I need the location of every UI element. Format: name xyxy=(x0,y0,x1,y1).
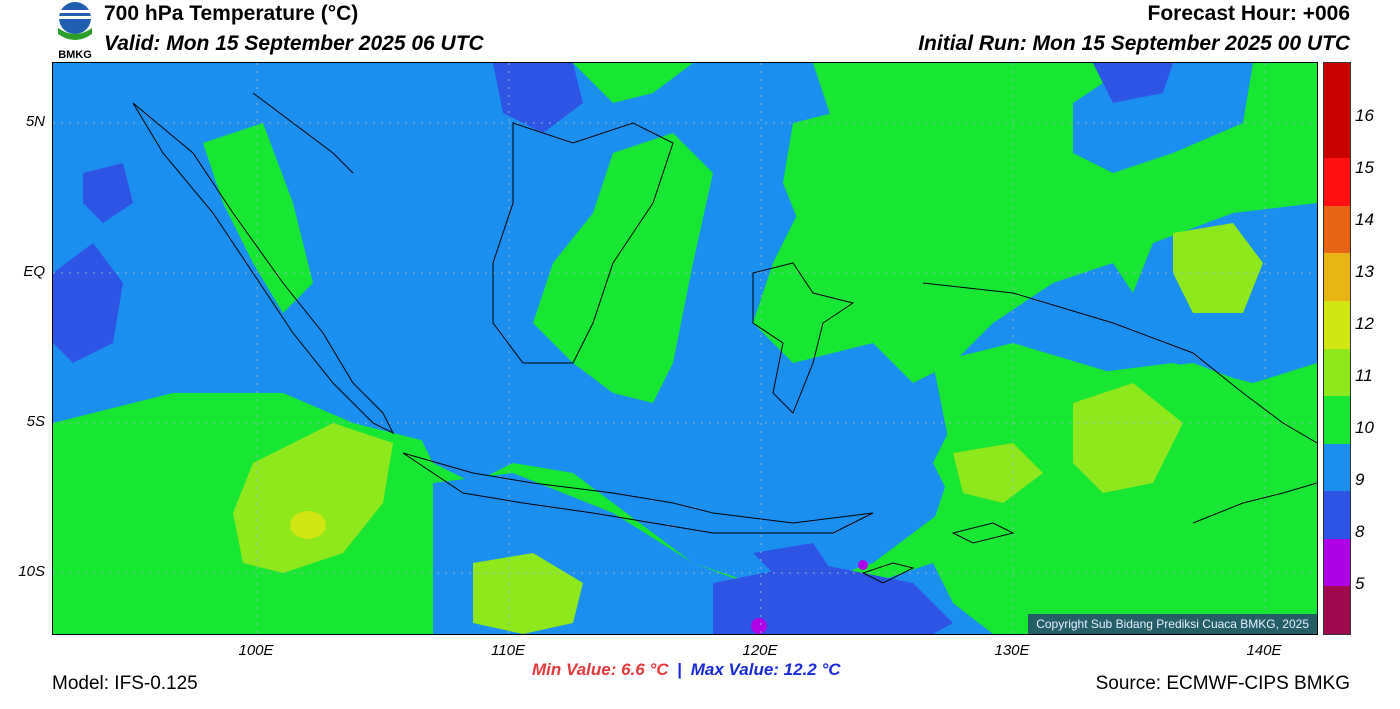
lat-label: 5S xyxy=(26,413,45,430)
colorbar-label: 5 xyxy=(1355,574,1365,593)
field-cooler-5 xyxy=(1093,63,1173,103)
temperature-map: Copyright Sub Bidang Prediksi Cuaca BMKG… xyxy=(52,62,1318,635)
field-cool-west xyxy=(53,63,433,443)
field-green-borneo xyxy=(533,133,713,403)
field-warm-sw xyxy=(233,423,393,573)
bmkg-logo: BMKG xyxy=(50,0,100,61)
field-warm-ne xyxy=(1173,223,1263,313)
colorbar-label: 8 xyxy=(1355,522,1365,541)
field-warm-s xyxy=(473,553,583,634)
colorbar-label: 9 xyxy=(1355,470,1365,489)
min-value: Min Value: 6.6 °C xyxy=(532,660,669,679)
coastlines xyxy=(132,92,1317,584)
colorbar-label: 16 xyxy=(1355,106,1374,125)
lat-label: EQ xyxy=(23,263,45,280)
field-cooler-2 xyxy=(493,63,583,133)
forecast-hour: Forecast Hour: +006 xyxy=(1147,2,1351,25)
max-value: Max Value: 12.2 °C xyxy=(690,660,841,679)
field-coolest-1 xyxy=(751,618,767,634)
svg-text:BMKG: BMKG xyxy=(58,49,92,60)
colorbar-segment xyxy=(1324,348,1350,397)
field-cooler-4 xyxy=(83,163,133,223)
colorbar-label: 10 xyxy=(1355,418,1374,437)
field-green-sumatra xyxy=(203,123,313,313)
lat-label: 10S xyxy=(18,563,45,580)
lat-label: 5N xyxy=(25,113,45,130)
colorbar-segment xyxy=(1324,205,1350,254)
colorbar xyxy=(1323,62,1351,635)
colorbar-segment xyxy=(1324,586,1350,635)
field-cool-central xyxy=(253,63,1317,583)
colorbar-segment xyxy=(1324,300,1350,349)
lon-label: 100E xyxy=(238,642,274,659)
separator: | xyxy=(677,660,683,679)
colorbar-segment xyxy=(1324,443,1350,492)
colorbar-label: 13 xyxy=(1355,262,1374,281)
colorbar-label: 11 xyxy=(1355,366,1373,385)
colorbar-segment xyxy=(1324,158,1350,207)
min-max-readout: Min Value: 6.6 °C | Max Value: 12.2 °C xyxy=(532,660,841,680)
lon-label: 110E xyxy=(491,642,525,659)
colorbar-segment xyxy=(1324,253,1350,302)
colorbar-label: 15 xyxy=(1355,158,1374,177)
colorbar-label: 12 xyxy=(1355,314,1374,333)
field-warm-png xyxy=(953,443,1043,503)
lon-label: 120E xyxy=(742,642,778,659)
grid xyxy=(53,63,1317,634)
colorbar-segment xyxy=(1324,491,1350,540)
field-green-sulawesi xyxy=(783,103,933,243)
colorbar-segment xyxy=(1324,63,1350,111)
field-warm-peak xyxy=(290,511,326,539)
colorbar-segment xyxy=(1324,396,1350,445)
field-warm-e xyxy=(1073,383,1183,493)
source-info: Source: ECMWF-CIPS BMKG xyxy=(1095,673,1350,694)
lon-label: 130E xyxy=(994,642,1030,659)
colorbar-segment xyxy=(1324,110,1350,159)
field-cooler-3 xyxy=(713,563,953,634)
chart-title: 700 hPa Temperature (°C) xyxy=(104,2,359,25)
lon-label: 140E xyxy=(1246,642,1282,659)
initial-run: Initial Run: Mon 15 September 2025 00 UT… xyxy=(918,32,1350,55)
field-coolest-2 xyxy=(858,560,868,570)
model-info: Model: IFS-0.125 xyxy=(52,673,198,694)
copyright-note: Copyright Sub Bidang Prediksi Cuaca BMKG… xyxy=(1028,614,1317,634)
valid-time: Valid: Mon 15 September 2025 06 UTC xyxy=(104,32,484,55)
colorbar-segment xyxy=(1324,538,1350,587)
colorbar-label: 14 xyxy=(1355,210,1374,229)
